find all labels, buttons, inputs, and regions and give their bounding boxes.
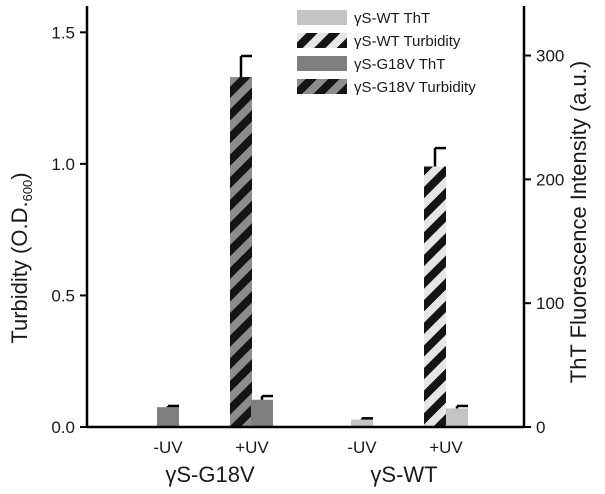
y2-tick-label: 300	[536, 47, 564, 66]
legend-label: γS-WT Turbidity	[354, 33, 461, 50]
x-tick-label: -UV	[347, 438, 377, 457]
legend-swatch-g18v-tht	[297, 56, 347, 71]
y-tick-label: 1.0	[51, 155, 75, 174]
bar	[446, 408, 468, 427]
y-axis-title-subscript: 600	[20, 180, 35, 202]
legend-swatch-wt-tht	[297, 10, 347, 25]
y-axis-title: Turbidity (O.D.600)	[7, 172, 35, 343]
y2-tick-label: 0	[536, 418, 545, 437]
y-tick-label: 0.5	[51, 286, 75, 305]
bar	[230, 77, 252, 427]
axes-layer	[85, 6, 526, 429]
y2-tick-label: 200	[536, 170, 564, 189]
legend-swatch-wt-turbidity	[297, 33, 347, 48]
legend-label: γS-G18V Turbidity	[354, 79, 476, 96]
y-axis-title-close: )	[7, 172, 32, 179]
bar	[251, 399, 273, 427]
legend: γS-WT ThT γS-WT Turbidity γS-G18V ThT γS…	[297, 10, 476, 96]
y-tick-label: 1.5	[51, 23, 75, 42]
legend-label: γS-WT ThT	[354, 10, 430, 27]
x-tick-label: +UV	[235, 438, 269, 457]
y2-tick-label: 100	[536, 294, 564, 313]
y-axis-title-main: Turbidity (O.D.	[7, 201, 32, 343]
bar	[351, 419, 373, 427]
y-tick-label: 0.0	[51, 418, 75, 437]
ticks-layer: 0.0 0.5 1.0 1.5 0 100 200 300	[51, 23, 564, 437]
bar	[424, 166, 446, 427]
x-tick-label: +UV	[429, 438, 463, 457]
y2-axis-title: ThT Fluorescence Intensity (a.u.)	[566, 61, 591, 383]
x-tick-label: -UV	[153, 438, 183, 457]
legend-swatch-g18v-turbidity	[297, 79, 347, 94]
group-label-g18v: γS-G18V	[165, 462, 255, 487]
x-labels: -UV +UV -UV +UV γS-G18V γS-WT	[153, 438, 463, 487]
group-label-wt: γS-WT	[370, 462, 437, 487]
bars-layer	[157, 54, 468, 427]
legend-label: γS-G18V ThT	[354, 56, 445, 73]
bar	[157, 407, 179, 427]
